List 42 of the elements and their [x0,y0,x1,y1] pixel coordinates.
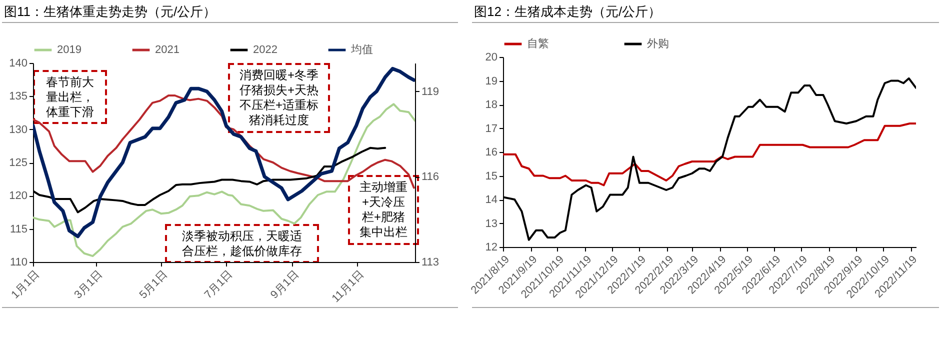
annotation: 春节前大量出栏，体重下滑 [46,74,94,120]
y-tick-label: 110 [10,256,28,268]
chart-title: 图11：生猪体重走势走势（元/公斤） [4,3,216,21]
dashed-callout: 消费回暖+冬季仔猪损失+天热不压栏+适重标猪消耗过度 [228,63,330,133]
legend-label: 2021 [155,44,180,56]
annotation: 主动增重+天冷压栏+肥猪集中出栏 [360,180,408,240]
x-tick-label: 11月1日 [330,268,366,305]
y-tick-label: 17 [485,122,498,135]
dashed-callout: 淡季被动积压，天暖适合压栏，趁低价做库存 [165,224,319,263]
x-tick-label: 9月1日 [268,268,302,302]
chart-title: 图12：生猪成本走势（元/公斤） [474,3,662,21]
x-tick-label: 5月1日 [137,268,170,302]
y2-tick-label: 116 [422,171,440,184]
legend-label: 2019 [57,44,82,56]
legend-label: 均值 [350,44,373,56]
y2-tick-label: 119 [422,86,440,98]
y-tick-label: 12 [485,242,498,254]
x-tick-label: 1月1日 [9,268,42,302]
y-tick-label: 13 [485,218,498,230]
legend-label: 自繁 [527,37,549,50]
y-tick-label: 20 [485,52,498,64]
y-tick-label: 19 [485,75,498,88]
y-tick-label: 18 [485,99,498,111]
y-tick-label: 125 [9,157,28,169]
annotation: 淡季被动积压，天暖适合压栏，趁低价做库存 [182,228,302,258]
annotation: 消费回暖+冬季仔猪损失+天热不压栏+适重标猪消耗过度 [239,68,318,128]
x-tick-label: 3月1日 [72,268,105,302]
y-tick-label: 15 [485,170,498,182]
y-tick-label: 115 [10,223,28,236]
line-series [503,122,916,186]
y-tick-label: 140 [9,58,28,70]
y-tick-label: 130 [9,124,28,136]
y-tick-label: 14 [485,194,498,206]
x-tick-label: 7月1日 [202,268,236,302]
legend-label: 2022 [253,44,278,56]
y-tick-label: 120 [9,190,28,202]
y-tick-label: 135 [9,90,28,103]
y-tick-label: 16 [485,146,498,158]
legend-label: 外购 [647,38,669,50]
dashed-callout: 春节前大量出栏，体重下滑 [33,70,107,124]
dashed-callout: 主动增重+天冷压栏+肥猪集中出栏 [348,175,419,245]
y2-tick-label: 113 [422,256,440,268]
